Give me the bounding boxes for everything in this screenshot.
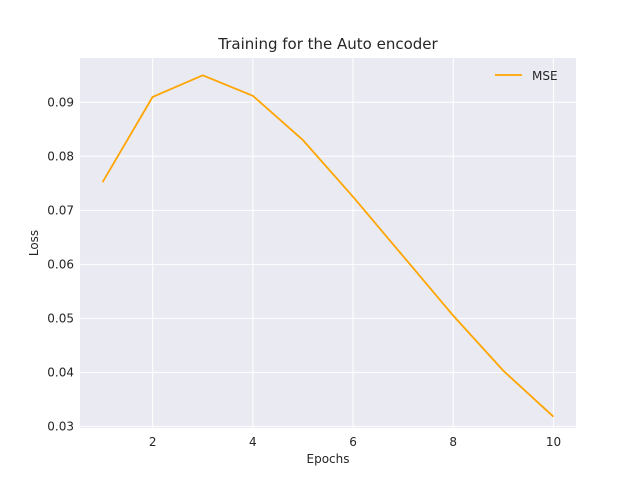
x-tick-label: 8 (449, 435, 457, 449)
x-tick-labels: 2 4 6 8 10 (149, 435, 561, 449)
y-tick-label: 0.09 (47, 95, 74, 109)
y-tick-label: 0.05 (47, 311, 74, 325)
x-tick-label: 4 (249, 435, 257, 449)
x-axis-label: Epochs (307, 452, 350, 466)
y-tick-label: 0.08 (47, 149, 74, 163)
y-tick-label: 0.04 (47, 365, 74, 379)
y-axis-label: Loss (27, 230, 41, 256)
x-tick-label: 6 (349, 435, 357, 449)
x-tick-label: 2 (149, 435, 157, 449)
grid-lines (80, 58, 576, 428)
x-tick-label: 10 (546, 435, 561, 449)
legend-label-mse: MSE (532, 69, 558, 83)
legend: MSE (495, 69, 558, 83)
plot-area (80, 58, 576, 428)
y-tick-label: 0.03 (47, 419, 74, 433)
y-tick-labels: 0.03 0.04 0.05 0.06 0.07 0.08 0.09 (47, 95, 74, 433)
series-line-mse (101, 74, 555, 418)
y-tick-label: 0.07 (47, 203, 74, 217)
y-tick-label: 0.06 (47, 257, 74, 271)
chart-title: Training for the Auto encoder (217, 35, 438, 53)
